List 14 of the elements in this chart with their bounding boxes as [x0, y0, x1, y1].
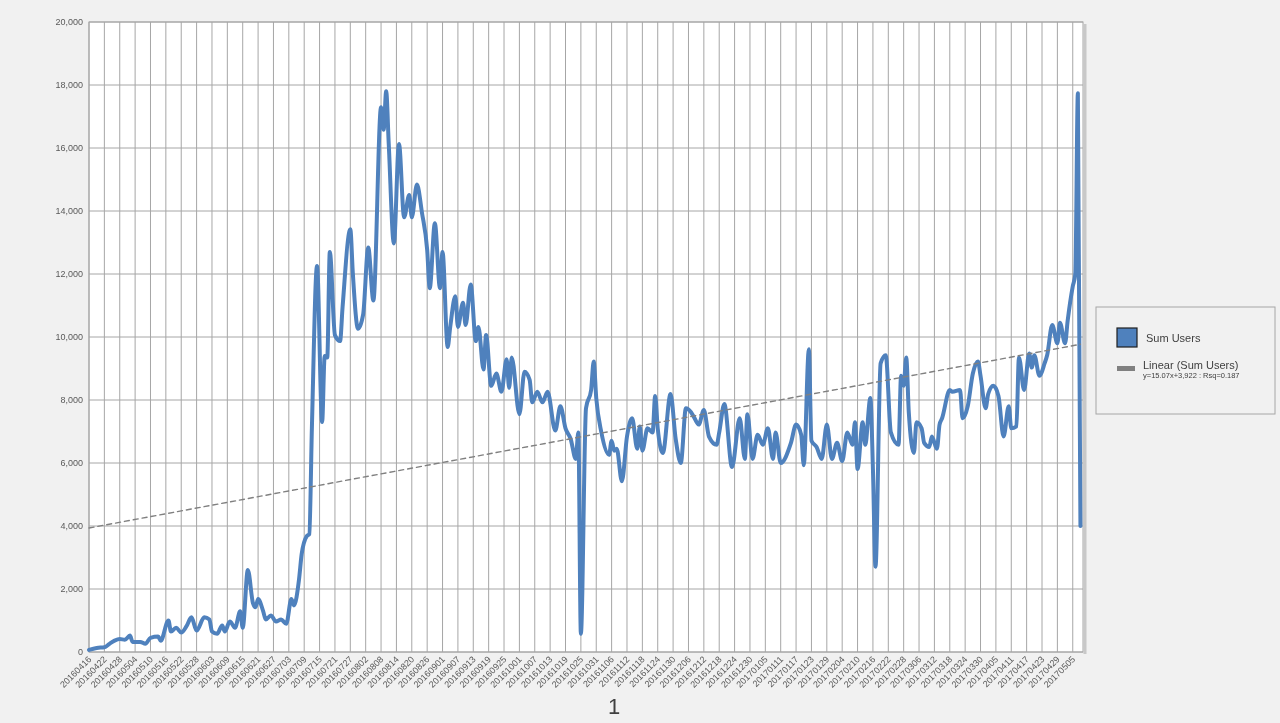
y-tick-label: 8,000 — [60, 395, 83, 406]
legend-label: Sum Users — [1146, 331, 1201, 344]
y-tick-label: 18,000 — [55, 80, 83, 91]
y-tick-label: 0 — [77, 647, 83, 658]
legend-label: Linear (Sum Users) — [1143, 358, 1239, 371]
y-tick-label: 12,000 — [55, 269, 83, 280]
y-tick-label: 14,000 — [55, 206, 83, 217]
y-tick-label: 16,000 — [55, 143, 83, 154]
text: 1 — [607, 694, 621, 719]
y-tick-label: 2,000 — [60, 584, 83, 595]
y-tick-label: 6,000 — [60, 458, 83, 469]
y-tick-label: 20,000 — [55, 17, 83, 28]
y-tick-label: 10,000 — [55, 332, 83, 343]
y-tick-label: 4,000 — [60, 521, 83, 532]
